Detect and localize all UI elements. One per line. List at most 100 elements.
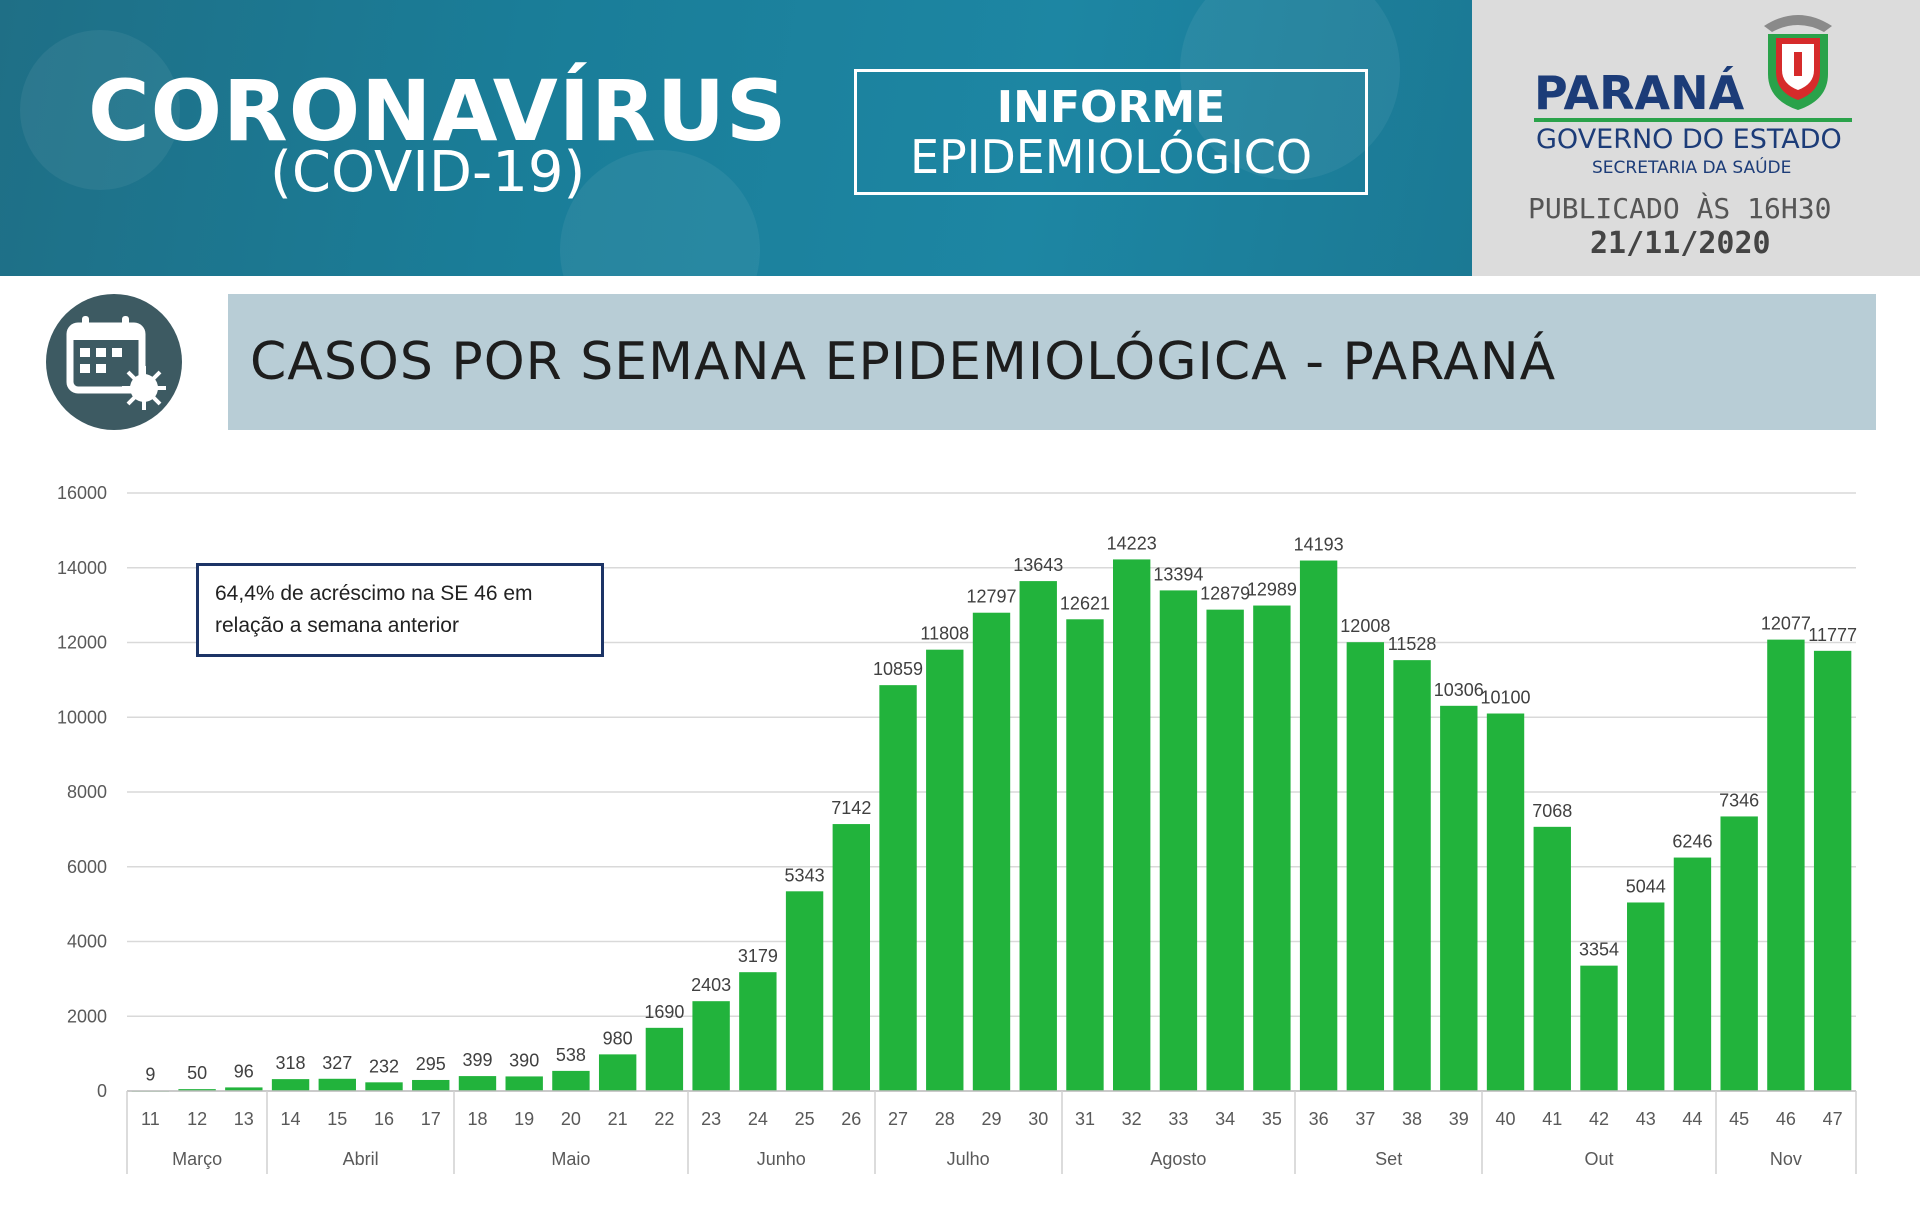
bar [832, 824, 871, 1091]
y-tick-label: 0 [97, 1081, 107, 1101]
month-label: Nov [1770, 1149, 1802, 1169]
bar [1580, 965, 1618, 1091]
data-label: 12989 [1247, 580, 1297, 600]
data-label: 232 [369, 1056, 399, 1076]
bar [318, 1078, 356, 1091]
data-label: 14193 [1294, 535, 1344, 555]
month-label: Abril [343, 1149, 379, 1169]
bar [1346, 642, 1385, 1091]
data-label: 50 [187, 1063, 207, 1083]
x-tick-label: 31 [1075, 1109, 1095, 1129]
header-subtitle: (COVID-19) [270, 140, 586, 205]
bar [1253, 605, 1291, 1091]
x-tick-label: 44 [1682, 1109, 1702, 1129]
data-label: 96 [234, 1061, 254, 1081]
y-tick-label: 8000 [67, 782, 107, 802]
bar [225, 1087, 263, 1091]
x-tick-label: 16 [374, 1109, 394, 1129]
y-tick-label: 6000 [67, 857, 107, 877]
data-label: 3179 [738, 946, 778, 966]
section-header: CASOS POR SEMANA EPIDEMIOLÓGICA - PARANÁ [228, 294, 1876, 430]
brand-divider [1534, 118, 1852, 122]
bar [972, 612, 1011, 1091]
x-tick-label: 29 [981, 1109, 1001, 1129]
data-label: 9 [145, 1065, 155, 1085]
data-label: 12008 [1340, 616, 1390, 636]
data-label: 10859 [873, 659, 923, 679]
header-banner: CORONAVÍRUS (COVID-19) INFORME EPIDEMIOL… [0, 0, 1472, 276]
published-time: PUBLICADO ÀS 16H30 [1528, 192, 1832, 225]
bar [1813, 650, 1852, 1091]
data-label: 11777 [1808, 625, 1857, 645]
x-tick-label: 47 [1823, 1109, 1843, 1129]
bar [505, 1076, 543, 1091]
calendar-virus-icon [66, 316, 166, 410]
x-tick-label: 42 [1589, 1109, 1609, 1129]
bar [552, 1070, 590, 1091]
x-tick-label: 20 [561, 1109, 581, 1129]
x-tick-label: 13 [234, 1109, 254, 1129]
informe-line2: EPIDEMIOLÓGICO [909, 130, 1313, 184]
y-tick-label: 2000 [67, 1006, 107, 1026]
bar [1720, 816, 1758, 1091]
y-tick-label: 4000 [67, 932, 107, 952]
x-tick-label: 11 [141, 1109, 160, 1129]
weekly-cases-bar-chart: 0 2000 4000 6000 8000 10000 12000 14000 16000 9 11… [57, 483, 1857, 1174]
month-label: Maio [551, 1149, 590, 1169]
data-label: 12621 [1060, 593, 1110, 613]
x-tick-label: 41 [1542, 1109, 1562, 1129]
x-tick-label: 28 [935, 1109, 955, 1129]
data-label: 295 [416, 1054, 446, 1074]
bar [365, 1082, 403, 1091]
bar [1112, 559, 1151, 1091]
bar [1767, 639, 1805, 1091]
data-label: 12879 [1200, 584, 1250, 604]
y-tick-label: 14000 [57, 558, 107, 578]
x-tick-label: 26 [841, 1109, 861, 1129]
informe-box: INFORME EPIDEMIOLÓGICO [854, 69, 1368, 195]
month-label: Março [172, 1149, 222, 1169]
x-tick-label: 36 [1309, 1109, 1329, 1129]
x-tick-label: 38 [1402, 1109, 1422, 1129]
secretariat-label: SECRETARIA DA SAÚDE [1592, 158, 1792, 178]
x-tick-label: 46 [1776, 1109, 1796, 1129]
data-label: 2403 [691, 975, 731, 995]
x-tick-label: 17 [421, 1109, 441, 1129]
data-label: 14223 [1107, 533, 1157, 553]
bar [271, 1079, 310, 1091]
bar [739, 972, 777, 1091]
bar [785, 891, 824, 1091]
bar [1440, 705, 1478, 1091]
data-label: 399 [462, 1050, 492, 1070]
x-tick-label: 34 [1215, 1109, 1235, 1129]
bar [1627, 902, 1665, 1091]
bar [879, 685, 917, 1091]
section-title: CASOS POR SEMANA EPIDEMIOLÓGICA - PARANÁ [250, 332, 1557, 392]
brand-name: PARANÁ [1534, 66, 1745, 120]
bar [1206, 609, 1244, 1091]
x-tick-label: 30 [1028, 1109, 1048, 1129]
x-tick-label: 40 [1496, 1109, 1516, 1129]
bar [1393, 660, 1431, 1091]
data-label: 3354 [1579, 940, 1619, 960]
data-label: 13394 [1153, 564, 1203, 584]
virus-decoration [1180, 0, 1400, 180]
government-label: GOVERNO DO ESTADO [1536, 124, 1842, 155]
data-label: 13643 [1013, 555, 1063, 575]
x-tick-label: 37 [1355, 1109, 1375, 1129]
y-tick-label: 10000 [57, 707, 107, 727]
data-label: 7068 [1532, 801, 1572, 821]
x-tick-label: 25 [795, 1109, 815, 1129]
annotation-box: 64,4% de acréscimo na SE 46 em relação a… [196, 563, 604, 657]
data-label: 318 [276, 1053, 306, 1073]
data-label: 7142 [831, 798, 871, 818]
data-label: 12797 [966, 587, 1016, 607]
x-tick-label: 19 [514, 1109, 534, 1129]
data-label: 327 [322, 1053, 352, 1073]
x-tick-label: 45 [1729, 1109, 1749, 1129]
x-tick-label: 43 [1636, 1109, 1656, 1129]
data-label: 538 [556, 1045, 586, 1065]
bar [1673, 857, 1712, 1091]
bar [458, 1076, 497, 1091]
bar [926, 649, 964, 1091]
